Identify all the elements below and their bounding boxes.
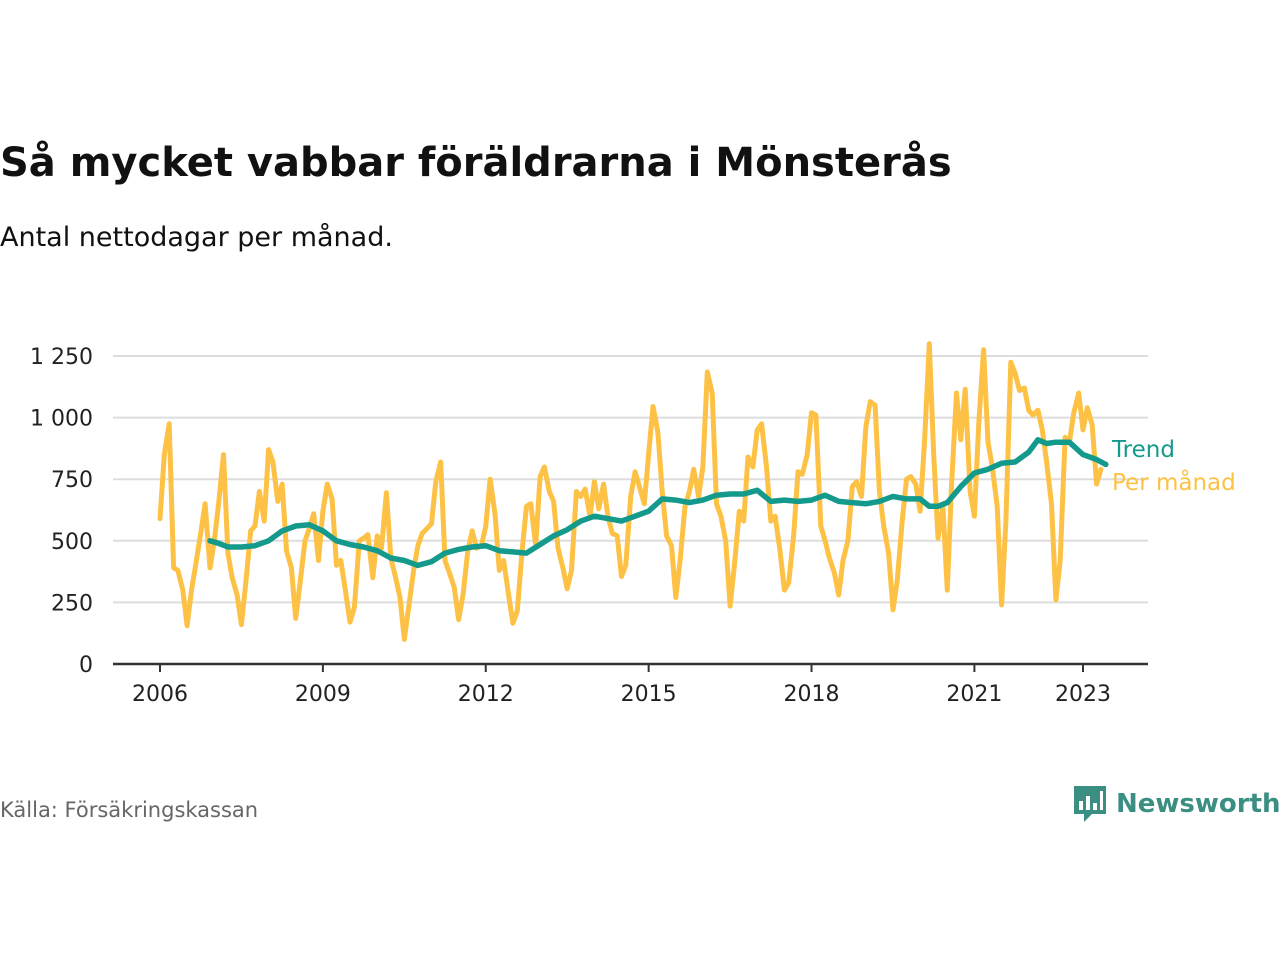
x-tick-label: 2006 [132,682,188,707]
brand-logo: Newsworthy [1072,784,1280,824]
y-tick-label: 1 250 [30,345,93,370]
x-axis-ticks: 2006 2009 2012 2015 2018 2021 2023 [132,664,1111,707]
chart-title: Så mycket vabbar föräldrarna i Mönsterås [0,140,952,186]
source-note: Källa: Försäkringskassan [0,798,259,822]
chart-subtitle: Antal nettodagar per månad. [0,222,393,253]
x-tick-label: 2009 [295,682,351,707]
y-tick-label: 1 000 [30,407,93,432]
series-line-per-manad [157,341,1104,642]
bar-chart-logo-icon [1074,786,1106,822]
series-label: Per månad [1112,468,1236,496]
y-tick-label: 500 [51,530,93,555]
y-tick-label: 750 [51,468,93,493]
y-axis-ticks: 0 250 500 750 1 000 1 250 [30,345,93,678]
y-tick-label: 0 [79,653,93,678]
series-line-trend [207,437,1109,569]
x-tick-label: 2023 [1055,682,1111,707]
x-tick-label: 2015 [621,682,677,707]
x-tick-label: 2018 [784,682,840,707]
series-lines [157,341,1109,642]
x-tick-label: 2021 [946,682,1002,707]
x-tick-label: 2012 [458,682,514,707]
y-tick-label: 250 [51,591,93,616]
brand-name: Newsworthy [1116,789,1280,819]
series-label: Trend [1111,437,1175,463]
series-labels: Per månad Trend [1111,437,1236,496]
